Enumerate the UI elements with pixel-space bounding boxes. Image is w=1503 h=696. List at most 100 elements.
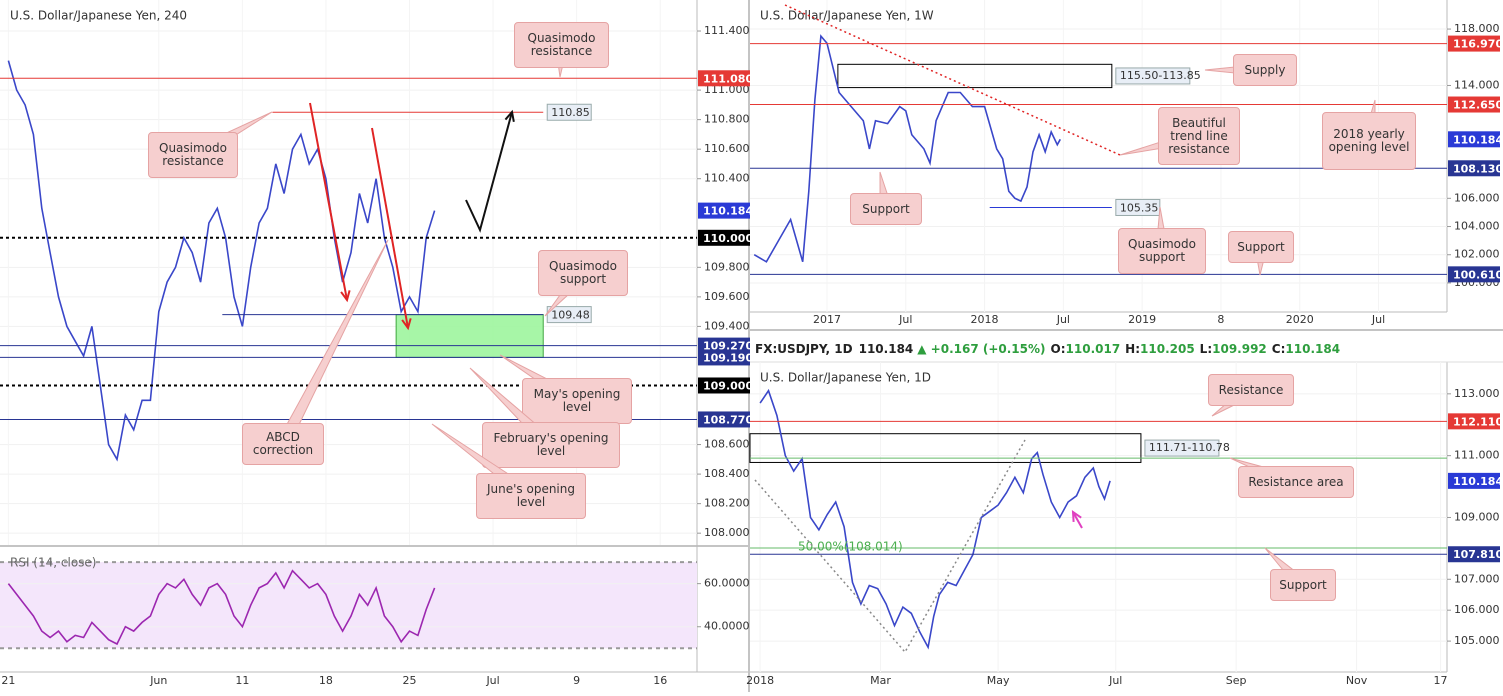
projection-arrow (465, 111, 513, 233)
rsi-band (0, 562, 697, 649)
y-tick-label: 40.0000 (704, 620, 750, 633)
y-tick-label: 109.400 (704, 319, 750, 332)
level-tag (1448, 160, 1500, 177)
x-tick-label: 2018 (971, 313, 999, 326)
y-tick-label: 107.000 (1454, 572, 1500, 585)
level-tag-label: 110.184 (1453, 133, 1503, 146)
callout-text: Resistance (1208, 374, 1294, 406)
level-inline-label: 50.00%(108.014) (798, 539, 903, 553)
level-tag (1448, 546, 1500, 563)
x-tick-label: 2017 (813, 313, 841, 326)
price-line (7, 569, 436, 646)
x-tick-label: 2019 (1128, 313, 1156, 326)
y-tick-label: 106.000 (1454, 191, 1500, 204)
level-box-label: 105.35 (1120, 201, 1159, 214)
x-tick-label: Jul (1371, 313, 1385, 326)
callout: February's opening level (482, 422, 620, 468)
callout: Resistance (1208, 374, 1294, 406)
marker-arrow-head (1071, 509, 1082, 523)
x-tick-label: 17 (1434, 674, 1448, 687)
x-tick-label: Sep (1226, 674, 1247, 687)
x-tick-label: 8 (1217, 313, 1224, 326)
x-tick-label: Jul (485, 674, 499, 687)
callout-text: Support (1228, 231, 1294, 263)
x-tick-label: 18 (319, 674, 333, 687)
level-tag-label: 108.770 (703, 413, 753, 426)
zone-label-box (1144, 439, 1220, 457)
level-tag-label: 109.000 (703, 379, 753, 392)
chart-title: U.S. Dollar/Japanese Yen, 240 (10, 9, 187, 23)
y-tick-label: 60.0000 (704, 577, 750, 590)
abcd-leg (309, 102, 348, 301)
callout: Quasimodo support (1118, 228, 1206, 274)
callout: Beautiful trend line resistance (1158, 107, 1240, 165)
y-tick-label: 113.000 (1454, 387, 1500, 400)
y-tick-label: 109.000 (1454, 510, 1500, 523)
level-box (546, 103, 592, 121)
y-tick-label: 109.600 (704, 290, 750, 303)
y-tick-label: 110.800 (704, 113, 750, 126)
abcd-leg (371, 127, 409, 329)
y-tick-label: 108.600 (704, 438, 750, 451)
y-tick-label: 118.000 (1454, 22, 1500, 35)
callout: Supply (1233, 54, 1297, 86)
x-tick-label: Jul (1108, 674, 1122, 687)
callout-text: Supply (1233, 54, 1297, 86)
header-part: C: (1272, 342, 1286, 356)
abcd-leg-head (401, 318, 412, 331)
chart-title: U.S. Dollar/Japanese Yen, 1W (760, 9, 934, 23)
x-tick-label: May (987, 674, 1010, 687)
callout: Quasimodo resistance (148, 132, 238, 178)
y-tick-label: 102.000 (1454, 248, 1500, 261)
level-tag (698, 377, 750, 394)
level-tag-label: 108.130 (1453, 162, 1503, 175)
x-tick-label: 25 (403, 674, 417, 687)
level-tag (1448, 96, 1500, 113)
level-tag-label: 116.970 (1453, 38, 1503, 51)
y-tick-label: 110.400 (704, 172, 750, 185)
y-tick-label: 105.000 (1454, 634, 1500, 647)
projection-arrow-head (504, 109, 515, 123)
callout: Quasimodo resistance (514, 22, 609, 68)
x-tick-label: Jul (898, 313, 912, 326)
level-tag-label: 100.610 (1453, 268, 1503, 281)
zone-label: 115.50-113.85 (1120, 69, 1201, 82)
level-tag-label: 112.110 (1453, 415, 1503, 428)
level-tag (1448, 413, 1500, 430)
level-tag (698, 229, 750, 246)
price-line (759, 388, 1111, 650)
y-tick-label: 114.000 (1454, 78, 1500, 91)
y-tick-label: 106.000 (1454, 603, 1500, 616)
callout-text: Quasimodo resistance (148, 132, 238, 178)
level-box-label: 110.85 (551, 106, 590, 119)
callout-text: Resistance area (1238, 466, 1354, 498)
callout-text: June's opening level (476, 473, 586, 519)
y-tick-label: 111.400 (704, 24, 750, 37)
level-tag (1448, 35, 1500, 52)
y-tick-label: 110.600 (704, 142, 750, 155)
callout: Resistance area (1238, 466, 1354, 498)
header-part: 110.184 (1285, 342, 1340, 356)
header-part: ▲ +0.167 (+0.15%) (917, 342, 1045, 356)
header-part: 110.205 (1140, 342, 1195, 356)
callout: May's opening level (522, 378, 632, 424)
y-tick-label: 108.400 (704, 467, 750, 480)
level-tag-label: 109.190 (703, 351, 753, 364)
x-tick-label: 2020 (1286, 313, 1314, 326)
y-tick-label: 111.000 (1454, 449, 1500, 462)
x-tick-label: Mar (870, 674, 891, 687)
header-part: FX:USDJPY, 1D (755, 342, 853, 356)
level-tag (698, 411, 750, 428)
y-tick-label: 109.800 (704, 260, 750, 273)
header: FX:USDJPY, 1D 110.184 ▲ +0.167 (+0.15%) O:1… (755, 342, 1340, 356)
level-tag (698, 202, 750, 219)
y-tick-label: 108.000 (704, 526, 750, 539)
level-tag-label: 110.184 (1453, 475, 1503, 488)
x-tick-label: Jun (149, 674, 167, 687)
level-tag-label: 107.810 (1453, 548, 1503, 561)
level-tag (698, 349, 750, 366)
zone (749, 433, 1142, 463)
x-tick-label: 16 (653, 674, 667, 687)
x-tick-label: Jul (1056, 313, 1070, 326)
